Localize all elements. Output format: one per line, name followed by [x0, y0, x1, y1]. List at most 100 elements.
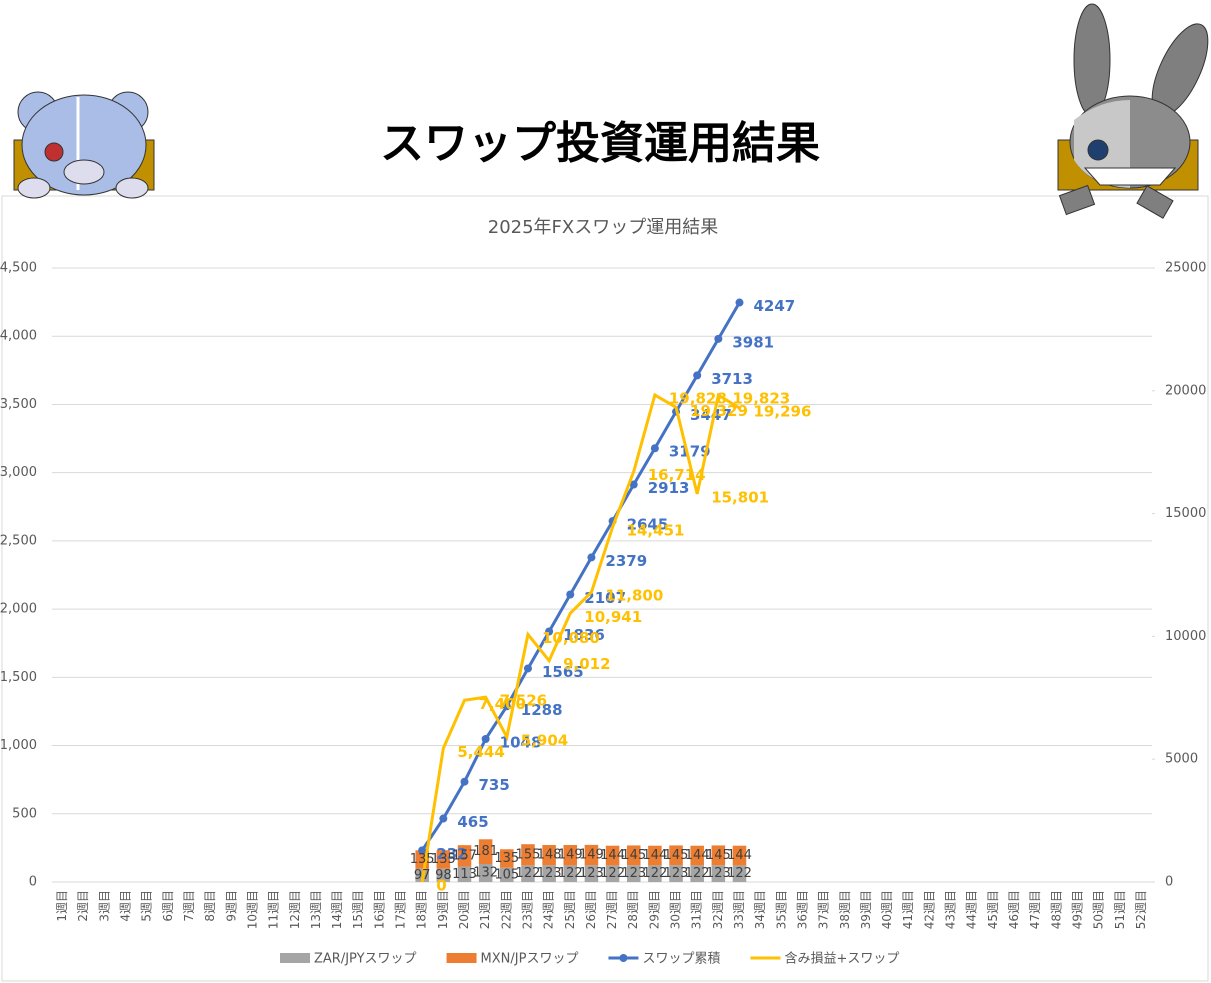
legend-swatch — [280, 953, 310, 963]
x-tick-label: 9週目 — [224, 890, 238, 922]
bar-label: 145 — [664, 848, 689, 863]
y-tick-label: 500 — [12, 806, 37, 821]
y-tick-label: 3,000 — [0, 465, 37, 480]
data-label: 15,801 — [711, 488, 769, 506]
data-label: 16,714 — [648, 466, 706, 484]
chart-title: 2025年FXスワップ運用結果 — [488, 217, 719, 238]
x-tick-label: 46週目 — [1007, 890, 1021, 929]
data-label: 3179 — [669, 443, 711, 461]
bar-label: 157 — [452, 848, 477, 863]
data-label: 5,904 — [521, 731, 568, 749]
bar — [711, 845, 726, 866]
bar-label: 135 — [431, 852, 456, 867]
bar-label: 123 — [706, 866, 731, 881]
y-tick-label: 4,500 — [0, 261, 37, 276]
x-tick-label: 28週目 — [626, 890, 640, 929]
bar — [648, 865, 662, 882]
bear — [13, 91, 155, 199]
x-tick-label: 13週目 — [309, 890, 323, 929]
bar-label: 122 — [685, 866, 710, 881]
bar-label: 98 — [435, 868, 452, 883]
x-tick-label: 16週目 — [372, 890, 386, 929]
line — [420, 301, 741, 852]
y2-tick-label: 25000 — [1165, 261, 1206, 276]
bar-label: 135 — [494, 851, 519, 866]
legend-label: 含み損益+スワップ — [784, 951, 899, 967]
chart-frame — [1, 195, 1209, 982]
x-tick-label: 29週目 — [647, 890, 661, 929]
x-tick-label: 11週目 — [267, 890, 281, 929]
x-tick-label: 19週目 — [436, 890, 450, 929]
x-tick-label: 32週目 — [711, 890, 725, 929]
legend-label: MXN/JPスワップ — [481, 952, 579, 967]
x-tick-label: 18週目 — [415, 890, 429, 929]
bar — [500, 849, 514, 868]
x-tick-label: 48週目 — [1049, 890, 1063, 929]
x-tick-label: 41週目 — [901, 890, 915, 929]
bar — [436, 850, 451, 869]
data-label: 3981 — [732, 333, 774, 351]
x-tick-label: 35週目 — [774, 890, 788, 929]
y-tick-label: 1,500 — [0, 670, 37, 685]
y-tick-label: 0 — [29, 875, 37, 890]
line-marker — [735, 298, 744, 307]
x-tick-label: 1週目 — [55, 890, 69, 922]
x-tick-label: 42週目 — [922, 890, 936, 929]
x-tick-label: 36週目 — [795, 890, 809, 929]
data-label: 9,012 — [563, 655, 610, 673]
bar — [669, 845, 683, 866]
x-tick-label: 24週目 — [542, 890, 556, 929]
data-label: 2913 — [648, 479, 690, 497]
line-marker — [545, 627, 554, 636]
bar — [690, 865, 704, 882]
bar — [563, 865, 578, 882]
data-label: 19,329 — [690, 402, 748, 420]
data-label: 14,451 — [627, 522, 685, 540]
x-tick-label: 5週目 — [140, 890, 154, 922]
x-tick-label: 43週目 — [944, 890, 958, 929]
bar-label: 144 — [600, 848, 625, 863]
data-label: 5,444 — [457, 743, 504, 761]
x-tick-label: 37週目 — [817, 890, 831, 929]
bar — [521, 844, 535, 866]
bar — [542, 845, 556, 866]
bar — [648, 845, 662, 866]
y2-tick-label: 20000 — [1165, 383, 1206, 398]
x-tick-label: 33週目 — [732, 890, 746, 929]
line-marker — [566, 590, 575, 599]
x-tick-label: 38週目 — [838, 890, 852, 929]
line-marker — [481, 735, 490, 744]
data-label: 19,823 — [732, 390, 790, 408]
line-marker — [650, 444, 659, 453]
bar-label: 145 — [706, 848, 731, 863]
x-tick-label: 52週目 — [1134, 890, 1148, 929]
data-label: 1836 — [563, 626, 605, 644]
x-tick-label: 34週目 — [753, 890, 767, 929]
x-tick-label: 23週目 — [520, 890, 534, 929]
data-label: 4247 — [754, 297, 796, 315]
x-tick-label: 27週目 — [605, 890, 619, 929]
bar — [436, 868, 451, 882]
x-tick-label: 17週目 — [394, 890, 408, 929]
legend-label: ZAR/JPYスワップ — [314, 952, 417, 967]
bar — [542, 865, 556, 882]
bar — [563, 845, 578, 866]
bar-label: 122 — [642, 866, 667, 881]
x-tick-label: 14週目 — [330, 890, 344, 929]
x-tick-label: 26週目 — [584, 890, 598, 929]
bar — [457, 866, 472, 882]
data-label: 11,800 — [605, 587, 663, 605]
data-label: 2379 — [605, 552, 647, 570]
data-label: 465 — [457, 813, 488, 831]
x-tick-label: 10週目 — [245, 890, 259, 929]
x-tick-label: 51週目 — [1113, 890, 1127, 929]
x-tick-label: 25週目 — [563, 890, 577, 929]
bar-label: 97 — [414, 868, 431, 883]
bar — [626, 865, 641, 882]
bar-label: 149 — [558, 848, 583, 863]
bar — [605, 865, 620, 882]
bar — [500, 867, 514, 882]
data-label: 7,526 — [500, 692, 547, 710]
legend-marker — [619, 954, 628, 962]
